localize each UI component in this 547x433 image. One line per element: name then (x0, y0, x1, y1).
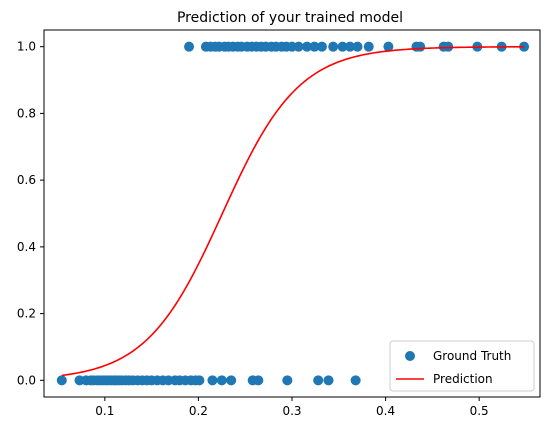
legend-label-prediction: Prediction (433, 372, 493, 386)
x-tick-label: 0.2 (189, 404, 208, 418)
ground-truth-point (363, 41, 374, 52)
x-tick-label: 0.5 (470, 404, 489, 418)
ground-truth-point (313, 375, 324, 386)
y-tick-label: 0.4 (17, 240, 36, 254)
ground-truth-point (184, 41, 195, 52)
legend: Ground Truth Prediction (389, 340, 535, 392)
ground-truth-point (293, 41, 304, 52)
ground-truth-point (519, 41, 530, 52)
y-tick-label: 1.0 (17, 40, 36, 54)
ground-truth-point (328, 41, 339, 52)
legend-marker-ground-truth (405, 351, 415, 361)
legend-box (389, 340, 535, 392)
ground-truth-point (216, 375, 227, 386)
ground-truth-point (345, 41, 356, 52)
ground-truth-point (282, 375, 293, 386)
x-tick-label: 0.3 (282, 404, 301, 418)
prediction-line (61, 46, 525, 377)
y-tick-label: 0.2 (17, 307, 36, 321)
ground-truth-point (56, 375, 67, 386)
y-tick-label: 0.0 (17, 373, 36, 387)
y-axis: 0.0 0.2 0.4 0.6 0.8 1.0 (17, 40, 44, 387)
x-tick-label: 0.4 (376, 404, 395, 418)
ground-truth-point (352, 41, 363, 52)
legend-label-ground-truth: Ground Truth (433, 349, 511, 363)
ground-truth-point (207, 375, 218, 386)
chart-title: Prediction of your trained model (177, 10, 403, 26)
ground-truth-point (194, 375, 205, 386)
ground-truth-point (316, 41, 327, 52)
x-axis: 0.1 0.2 0.3 0.4 0.5 (95, 397, 489, 418)
x-tick-label: 0.1 (95, 404, 114, 418)
ground-truth-points (56, 41, 530, 386)
ground-truth-point (337, 41, 348, 52)
ground-truth-point (253, 375, 264, 386)
ground-truth-point (383, 41, 394, 52)
ground-truth-point (415, 41, 426, 52)
ground-truth-point (323, 375, 334, 386)
ground-truth-point (226, 375, 237, 386)
y-tick-label: 0.8 (17, 106, 36, 120)
ground-truth-point (443, 41, 454, 52)
ground-truth-point (301, 41, 312, 52)
ground-truth-point (309, 41, 320, 52)
ground-truth-point (350, 375, 361, 386)
y-tick-label: 0.6 (17, 173, 36, 187)
